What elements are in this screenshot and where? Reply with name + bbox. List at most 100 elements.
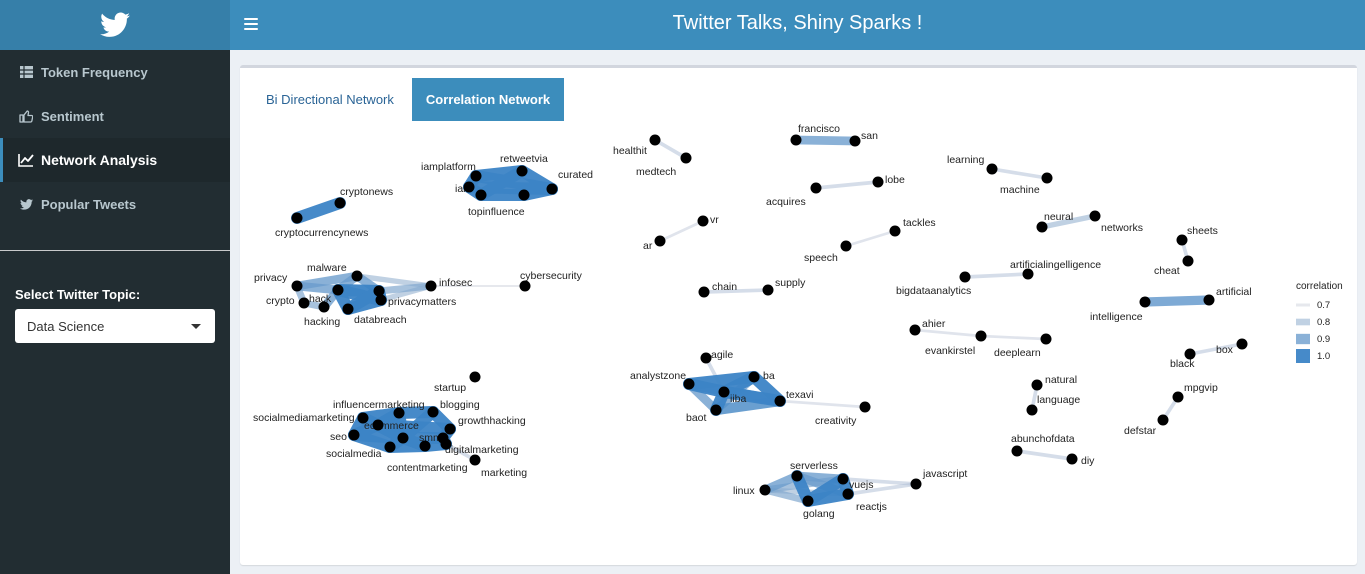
network-node-reactjs[interactable] [842,488,854,500]
network-node-analystzone[interactable] [683,378,695,390]
legend-entry: 0.7 [1317,300,1330,311]
network-node-privacy[interactable] [291,280,303,292]
network-node-san[interactable] [849,135,861,147]
network-node-crypto[interactable] [298,297,310,309]
network-node-tackles[interactable] [889,225,901,237]
network-node-retweetvia[interactable] [516,165,528,177]
network-node-hacking[interactable] [318,301,330,313]
network-node-hack[interactable] [332,284,344,296]
network-node-mpgvip[interactable] [1172,391,1184,403]
network-node-neural[interactable] [1036,221,1048,233]
network-node-smm[interactable] [397,432,409,444]
network-node-influencermarketing[interactable] [393,407,405,419]
network-node-iam[interactable] [463,181,475,193]
network-node-medtech[interactable] [680,152,692,164]
sidebar-toggle-icon[interactable] [244,18,258,31]
network-node-chain[interactable] [698,286,710,298]
network-node-bigdataanalytics[interactable] [959,271,971,283]
network-node-databreach[interactable] [342,303,354,315]
network-node-agile[interactable] [700,352,712,364]
legend-swatch-bg [1296,298,1310,312]
tab-bi-directional-network[interactable]: Bi Directional Network [252,78,408,121]
topic-label: Select Twitter Topic: [15,287,141,302]
network-node-vr[interactable] [697,215,709,227]
network-node-cybersecurity[interactable] [519,280,531,292]
network-node-evankirstel[interactable] [975,330,987,342]
network-edge [1188,342,1244,356]
network-node-golang[interactable] [802,495,814,507]
network-node-speech[interactable] [840,240,852,252]
network-node-healthit[interactable] [649,134,661,146]
network-node-iiba[interactable] [718,386,730,398]
network-node-artificial[interactable] [1203,294,1215,306]
network-node-cryptocurrencynews[interactable] [291,212,303,224]
node-label-abunchofdata: abunchofdata [1011,433,1075,445]
network-node-creativity[interactable] [859,401,871,413]
network-node-supply[interactable] [762,284,774,296]
network-node-lobe[interactable] [872,176,884,188]
network-node-networks[interactable] [1089,210,1101,222]
sidebar-item-sentiment[interactable]: Sentiment [0,94,230,138]
network-node-socialmedia[interactable] [384,441,396,453]
sidebar-item-network-analysis[interactable]: Network Analysis [0,138,230,182]
sidebar-item-popular-tweets[interactable]: Popular Tweets [0,182,230,226]
network-node-socialmediamarketing[interactable] [357,412,369,424]
network-node-contentmarketing[interactable] [419,440,431,452]
network-node-x_sec[interactable] [373,285,385,297]
network-node-startup[interactable] [469,371,481,383]
network-node-topinfluence[interactable] [475,189,487,201]
network-node-seo[interactable] [348,429,360,441]
network-node-francisco[interactable] [790,134,802,146]
network-edge [990,167,1049,180]
sidebar-item-token-frequency[interactable]: Token Frequency [0,50,230,94]
node-label-vuejs: vuejs [849,479,874,491]
network-node-ar[interactable] [654,235,666,247]
network-node-artificialingelligence[interactable] [1022,268,1034,280]
node-label-marketing: marketing [481,467,527,479]
app-logo[interactable] [0,0,230,50]
network-node-cheat[interactable] [1182,255,1194,267]
node-label-learning: learning [947,154,985,166]
network-node-growthhacking[interactable] [444,423,456,435]
network-node-intelligence[interactable] [1139,296,1151,308]
network-node-texavi[interactable] [774,395,786,407]
tab-correlation-network[interactable]: Correlation Network [411,78,565,121]
network-node-sheets[interactable] [1176,234,1188,246]
node-label-cheat: cheat [1154,265,1180,277]
network-node-diy[interactable] [1066,453,1078,465]
node-label-topinfluence: topinfluence [468,206,525,218]
network-node-defstar[interactable] [1157,414,1169,426]
network-node-box[interactable] [1236,338,1248,350]
node-label-tackles: tackles [903,217,936,229]
network-node-deeplearn[interactable] [1040,333,1052,345]
network-node-javascript[interactable] [910,478,922,490]
network-node-blogging[interactable] [427,406,439,418]
network-node-machine[interactable] [1041,172,1053,184]
network-node-ahier[interactable] [909,324,921,336]
network-node-iamplatform[interactable] [470,170,482,182]
network-node-x_iam2[interactable] [518,189,530,201]
network-node-vuejs[interactable] [837,473,849,485]
network-node-serverless[interactable] [791,470,803,482]
network-nodes [291,134,1248,507]
network-node-natural[interactable] [1031,379,1043,391]
network-node-acquires[interactable] [810,182,822,194]
network-node-abunchofdata[interactable] [1011,445,1023,457]
network-node-ba[interactable] [748,371,760,383]
network-node-curated[interactable] [546,183,558,195]
network-node-ecommerce[interactable] [372,419,384,431]
topic-select[interactable]: Data Science [15,309,215,343]
network-node-marketing[interactable] [469,454,481,466]
network-node-linux[interactable] [759,484,771,496]
node-label-privacymatters: privacymatters [388,296,456,308]
network-node-cryptonews[interactable] [334,197,346,209]
network-node-baot[interactable] [710,404,722,416]
node-label-agile: agile [711,349,733,361]
network-node-digitalmarketing[interactable] [440,438,452,450]
network-node-language[interactable] [1026,404,1038,416]
network-node-learning[interactable] [986,163,998,175]
network-node-black[interactable] [1184,348,1196,360]
network-node-privacymatters[interactable] [375,294,387,306]
network-node-malware[interactable] [351,270,363,282]
network-node-infosec[interactable] [425,280,437,292]
